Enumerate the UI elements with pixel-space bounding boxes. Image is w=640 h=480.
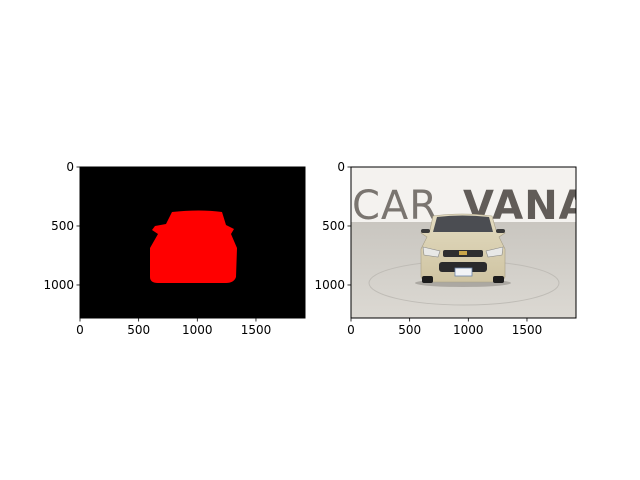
photo-tick-group: 0 500 1000 1500 0 500 1000 xyxy=(314,160,542,337)
photo-image: CAR VANA xyxy=(351,167,576,318)
photo-car-mirror-right xyxy=(496,229,505,233)
photo-car-headlight-right xyxy=(485,246,504,258)
photo-wall xyxy=(351,167,576,223)
photo-ytick-label: 1000 xyxy=(314,278,345,292)
photo-xtick-label: 500 xyxy=(398,323,421,337)
mask-xtick-label: 500 xyxy=(127,323,150,337)
photo-car-plate xyxy=(454,267,473,277)
photo-car-badge xyxy=(459,251,467,255)
mask-xtick-label: 1500 xyxy=(241,323,272,337)
photo-car-tire-right xyxy=(493,276,504,283)
mask-xtick-label: 0 xyxy=(76,323,84,337)
photo-car-windshield xyxy=(433,215,493,232)
mask-ytick-label: 0 xyxy=(66,160,74,174)
mask-car-silhouette xyxy=(150,210,237,283)
photo-xtick-label: 0 xyxy=(347,323,355,337)
mask-tick-group: 0 500 1000 1500 0 500 1000 xyxy=(43,160,271,337)
photo-xtick-label: 1500 xyxy=(512,323,543,337)
mask-axes: 0 500 1000 1500 0 500 1000 xyxy=(43,160,306,337)
photo-xtick-label: 1000 xyxy=(453,323,484,337)
mask-ytick-label: 500 xyxy=(51,219,74,233)
photo-car-headlight-left xyxy=(422,246,441,258)
photo-axes-frame xyxy=(350,166,577,319)
photo-logo-text-light: CAR xyxy=(352,183,438,229)
mask-xtick-label: 1000 xyxy=(182,323,213,337)
photo-car-lower-grille xyxy=(439,262,487,272)
mask-axes-frame xyxy=(79,166,306,319)
photo-car-tire-left xyxy=(422,276,433,283)
photo-car-mirror-left xyxy=(421,229,430,233)
photo-ytick-label: 0 xyxy=(337,160,345,174)
photo-ytick-label: 500 xyxy=(322,219,345,233)
photo-axes: CAR VANA 0 500 1000 1500 0 500 1000 xyxy=(314,160,577,337)
mask-ytick-label: 1000 xyxy=(43,278,74,292)
photo-car xyxy=(415,213,511,287)
